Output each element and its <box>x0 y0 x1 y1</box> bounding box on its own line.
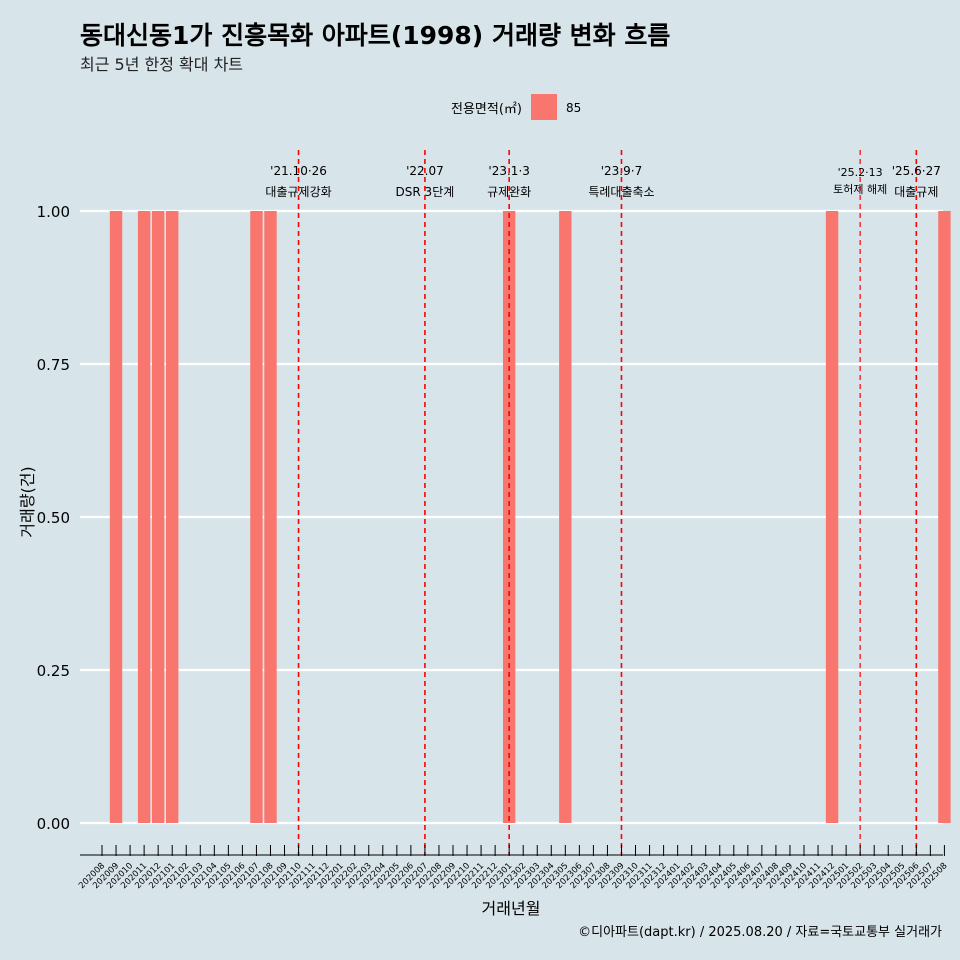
annotation-label: 특례대출축소 <box>588 185 654 199</box>
chart-subtitle: 최근 5년 한정 확대 차트 <box>80 55 243 74</box>
bar-202412 <box>825 211 839 823</box>
bar-202107 <box>250 211 263 823</box>
annotation-date: '23.1·3 <box>488 164 529 178</box>
legend-swatch <box>531 94 557 120</box>
y-axis-title: 거래량(건) <box>18 466 37 537</box>
bar-202305 <box>559 211 572 823</box>
annotation-label: DSR 3단계 <box>396 185 455 199</box>
bar-202108 <box>264 211 277 823</box>
y-axis: 0.00 0.25 0.50 0.75 1.00 <box>37 203 70 833</box>
annotation-date: '22.07 <box>406 164 444 178</box>
chart-caption: ©디아파트(dapt.kr) / 2025.08.20 / 자료=국토교통부 실… <box>578 925 942 940</box>
legend-title: 전용면적(㎡) <box>451 102 522 117</box>
bar-202009 <box>109 211 123 823</box>
chart-title: 동대신동1가 진흥목화 아파트(1998) 거래량 변화 흐름 <box>80 21 670 50</box>
annotation-date: '23.9·7 <box>601 164 642 178</box>
bar-202508 <box>938 211 951 823</box>
legend-item-label: 85 <box>566 101 581 115</box>
y-tick-label: 0.25 <box>37 662 70 680</box>
annotation-date: '25.2·13 <box>838 166 883 179</box>
annotations: '21.10·26 대출규제강화 '22.07 DSR 3단계 '23.1·3 규제완화 '… <box>265 150 941 855</box>
y-tick-label: 1.00 <box>37 203 70 221</box>
y-tick-label: 0.75 <box>37 356 70 374</box>
bar-202011 <box>137 211 151 823</box>
annotation-date: '21.10·26 <box>270 164 327 178</box>
x-axis: 2020082020092020102020112020122021012021… <box>77 845 950 891</box>
legend: 전용면적(㎡) 85 <box>451 94 581 120</box>
bars <box>109 211 951 823</box>
y-tick-label: 0.50 <box>37 509 70 527</box>
annotation-label: 대출규제강화 <box>265 185 331 199</box>
annotation-date: '25.6·27 <box>892 164 941 178</box>
bar-202101 <box>166 211 179 823</box>
y-tick-label: 0.00 <box>37 815 70 833</box>
annotation-label: 토허제 해제 <box>833 182 887 196</box>
bar-202301 <box>502 211 516 823</box>
x-axis-title: 거래년월 <box>482 899 541 918</box>
annotation-label: 규제완화 <box>487 185 531 199</box>
annotation-label: 대출규제 <box>894 185 938 199</box>
bar-202012 <box>151 211 165 823</box>
